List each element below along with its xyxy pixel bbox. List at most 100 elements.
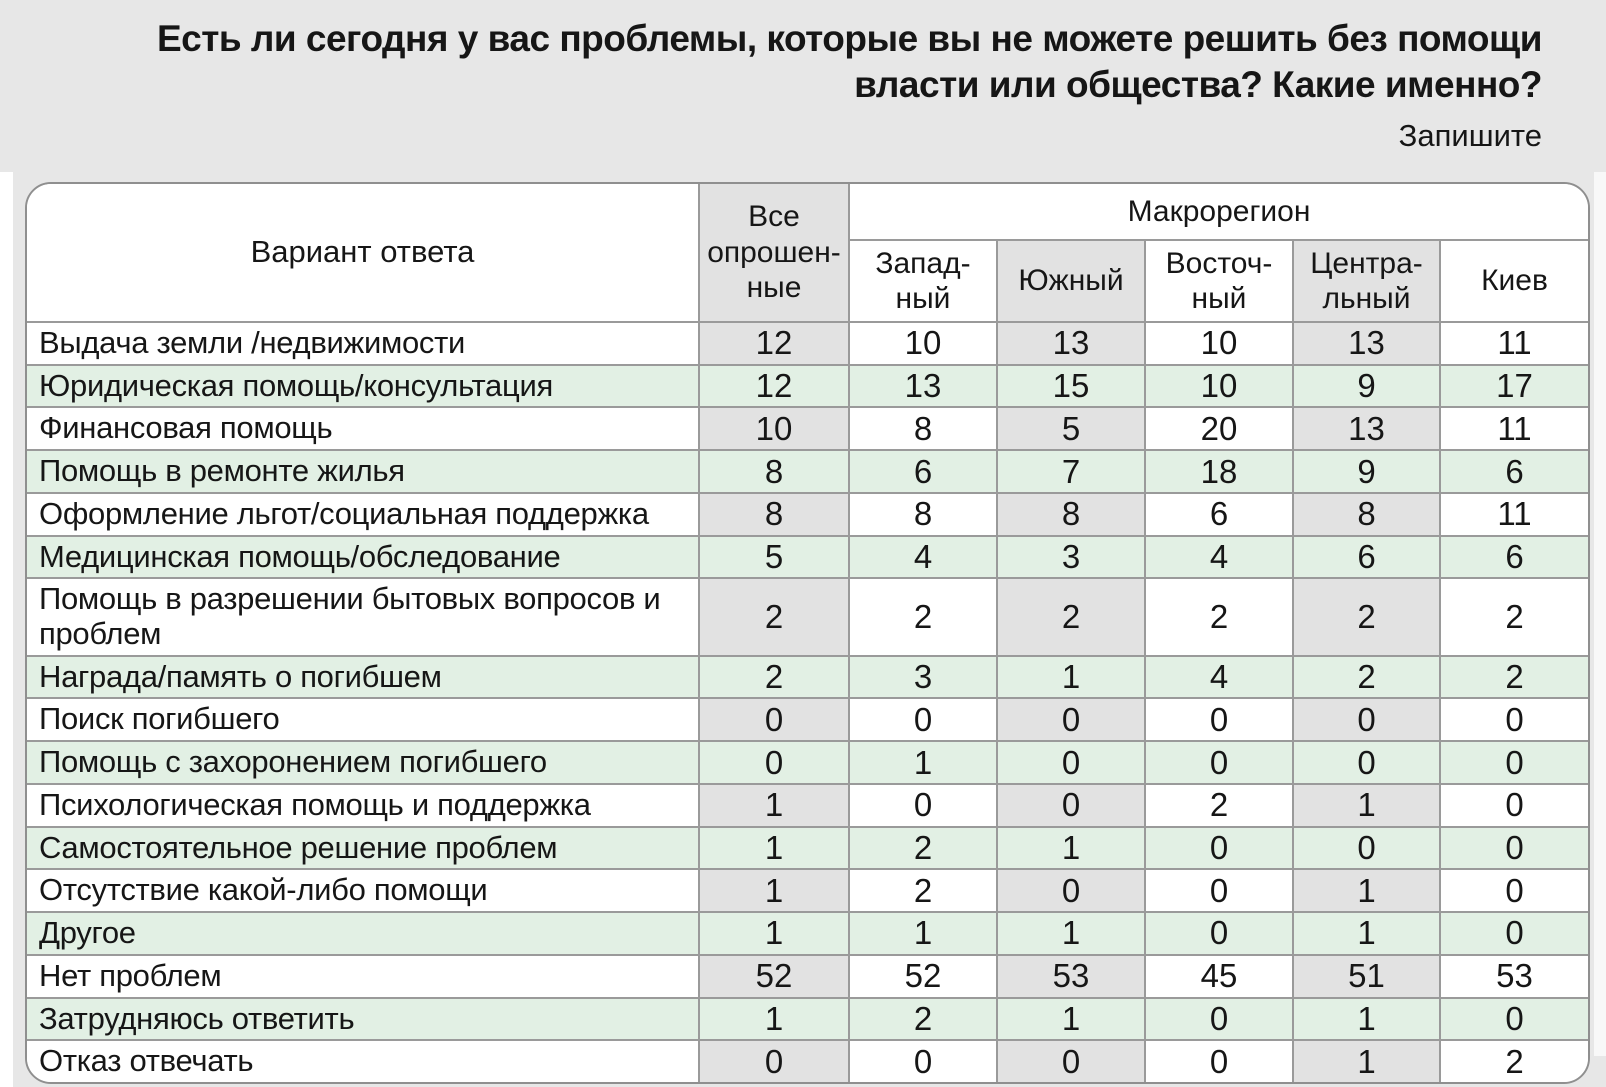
value-cell: 1: [698, 996, 850, 1042]
value-cell: 5: [698, 534, 850, 580]
value-cell: 6: [1439, 534, 1588, 580]
value-cell: 0: [698, 740, 850, 785]
value-cell: 8: [848, 491, 998, 537]
value-cell: 1: [848, 911, 998, 956]
value-cell: 2: [1144, 782, 1294, 828]
title-subtitle: Запишите: [1398, 117, 1542, 153]
row-label: Поиск погибшего: [27, 697, 700, 743]
value-cell: 2: [848, 996, 998, 1042]
value-cell: 20: [1144, 406, 1294, 452]
column-header-region-2: Восточ- ный: [1144, 239, 1294, 323]
value-cell: 15: [996, 363, 1146, 409]
column-header-variant: Вариант ответа: [27, 183, 700, 323]
value-cell: 12: [698, 321, 850, 366]
value-cell: 11: [1439, 321, 1588, 366]
value-cell: 0: [1439, 825, 1588, 871]
value-cell: 1: [996, 996, 1146, 1042]
value-cell: 2: [848, 868, 998, 914]
value-cell: 0: [1144, 911, 1294, 956]
value-cell: 0: [996, 868, 1146, 914]
value-cell: 5: [996, 406, 1146, 452]
value-cell: 2: [1439, 654, 1588, 700]
value-cell: 10: [1144, 363, 1294, 409]
value-cell: 3: [848, 654, 998, 700]
row-label: Затрудняюсь ответить: [27, 996, 700, 1042]
table-row: Самостоятельное решение проблем 1 2 1 0 0 0: [27, 825, 1588, 871]
value-cell: 45: [1144, 953, 1294, 999]
value-cell: 0: [1144, 697, 1294, 743]
table-row: Поиск погибшего 0 0 0 0 0 0: [27, 697, 1588, 743]
column-header-region-0: Запад- ный: [848, 239, 998, 323]
table-row: Помощь в разрешении бытовых вопросов и п…: [27, 577, 1588, 657]
value-cell: 0: [1144, 825, 1294, 871]
row-label: Юридическая помощь/консультация: [27, 363, 700, 409]
value-cell: 1: [1292, 1039, 1441, 1082]
value-cell: 1: [1292, 911, 1441, 956]
value-cell: 51: [1292, 953, 1441, 999]
value-cell: 0: [698, 1039, 850, 1082]
value-cell: 10: [1144, 321, 1294, 366]
value-cell: 8: [848, 406, 998, 452]
page-left-strip: [0, 172, 13, 1087]
table-row: Нет проблем 52 52 53 45 51 53: [27, 953, 1588, 999]
value-cell: 1: [996, 911, 1146, 956]
value-cell: 2: [698, 577, 850, 657]
value-cell: 1: [1292, 868, 1441, 914]
value-cell: 2: [848, 825, 998, 871]
row-label: Финансовая помощь: [27, 406, 700, 452]
title-line-2: власти или общества? Какие именно?: [854, 63, 1542, 105]
value-cell: 0: [848, 1039, 998, 1082]
value-cell: 7: [996, 449, 1146, 494]
value-cell: 6: [1439, 449, 1588, 494]
value-cell: 0: [996, 740, 1146, 785]
row-label: Помощь в разрешении бытовых вопросов и п…: [27, 577, 700, 657]
value-cell: 4: [1144, 534, 1294, 580]
table-row: Помощь с захоронением погибшего 0 1 0 0 0 0: [27, 740, 1588, 785]
value-cell: 0: [1292, 697, 1441, 743]
value-cell: 8: [996, 491, 1146, 537]
value-cell: 8: [698, 449, 850, 494]
value-cell: 10: [848, 321, 998, 366]
value-cell: 10: [698, 406, 850, 452]
value-cell: 0: [1439, 697, 1588, 743]
row-label: Медицинская помощь/обследование: [27, 534, 700, 580]
table-row: Другое 1 1 1 0 1 0: [27, 911, 1588, 956]
table-row: Затрудняюсь ответить 1 2 1 0 1 0: [27, 996, 1588, 1042]
value-cell: 9: [1292, 363, 1441, 409]
value-cell: 4: [1144, 654, 1294, 700]
value-cell: 11: [1439, 406, 1588, 452]
value-cell: 0: [1439, 868, 1588, 914]
value-cell: 0: [1439, 911, 1588, 956]
value-cell: 53: [996, 953, 1146, 999]
value-cell: 11: [1439, 491, 1588, 537]
value-cell: 0: [1292, 740, 1441, 785]
column-header-region-4: Киев: [1439, 239, 1588, 323]
value-cell: 0: [698, 697, 850, 743]
value-cell: 1: [996, 654, 1146, 700]
title-line-1: Есть ли сегодня у вас проблемы, которые …: [156, 18, 1543, 59]
value-cell: 6: [1292, 534, 1441, 580]
row-label: Отсутствие какой-либо помощи: [27, 868, 700, 914]
page-title: Есть ли сегодня у вас проблемы, которые …: [0, 0, 1606, 154]
value-cell: 4: [848, 534, 998, 580]
value-cell: 0: [1439, 740, 1588, 785]
table-row: Юридическая помощь/консультация 12 13 15 10 9…: [27, 363, 1588, 409]
value-cell: 8: [1292, 491, 1441, 537]
value-cell: 2: [1439, 1039, 1588, 1082]
value-cell: 2: [996, 577, 1146, 657]
column-header-all-respondents: Все опрошен- ные: [698, 183, 850, 323]
value-cell: 9: [1292, 449, 1441, 494]
value-cell: 13: [848, 363, 998, 409]
value-cell: 0: [1439, 996, 1588, 1042]
table-row: Медицинская помощь/обследование 5 4 3 4 6 6: [27, 534, 1588, 580]
value-cell: 0: [996, 697, 1146, 743]
row-label: Самостоятельное решение проблем: [27, 825, 700, 871]
row-label: Выдача земли /недвижимости: [27, 321, 700, 366]
value-cell: 13: [1292, 321, 1441, 366]
value-cell: 0: [848, 782, 998, 828]
header-region-row: Запад- ный Южный Восточ- ный Центра- льный К…: [27, 239, 1588, 323]
header-group-row: Вариант ответа Все опрошен- ные Макрорег…: [27, 183, 1588, 323]
column-header-region-1: Южный: [996, 239, 1146, 323]
table-row: Выдача земли /недвижимости 12 10 13 10 13 11: [27, 321, 1588, 366]
value-cell: 6: [1144, 491, 1294, 537]
